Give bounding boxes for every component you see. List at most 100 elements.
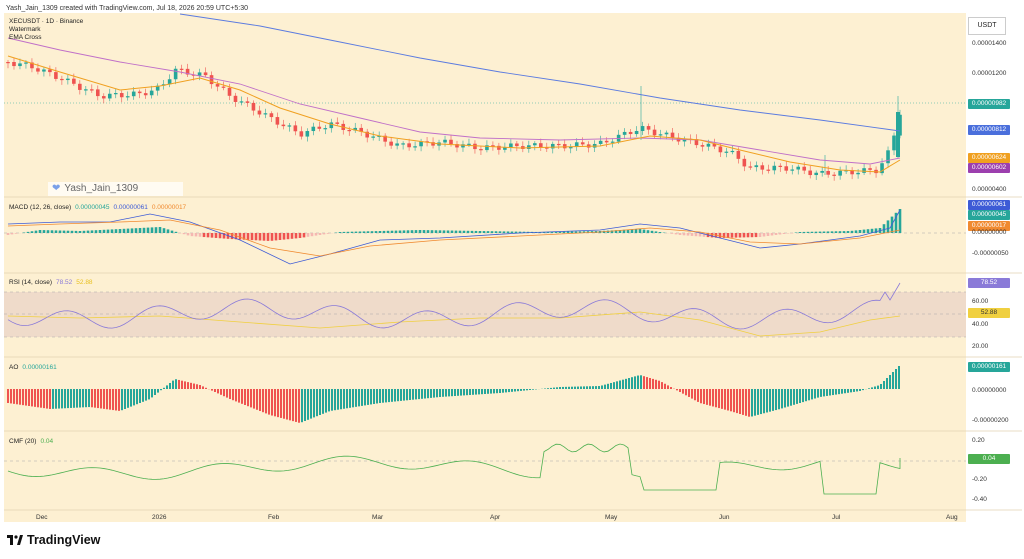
candle-body [317, 126, 322, 129]
macd-bar [722, 233, 726, 238]
ao-bar [679, 389, 681, 392]
ao-bar [151, 389, 153, 398]
tradingview-mark-icon [7, 535, 23, 545]
symbol-legend[interactable]: XECUSDT · 1D · Binance [9, 18, 84, 25]
watermark-legend[interactable]: Watermark [9, 26, 41, 33]
ao-bar [160, 389, 162, 391]
ao-bar [619, 380, 621, 389]
ao-bar [16, 389, 18, 405]
macd-bar [746, 233, 750, 238]
macd-axis-neg: -0.00000050 [972, 250, 1009, 257]
macd-bar [26, 231, 30, 233]
ao-bar [802, 389, 804, 403]
ao-bar [10, 389, 12, 404]
candle-body [760, 165, 765, 170]
ao-bar [280, 389, 282, 418]
ao-bar [139, 389, 141, 403]
ao-bar [685, 389, 687, 396]
macd-bar [382, 230, 386, 233]
ao-bar [478, 389, 480, 395]
ao-bar [34, 389, 36, 407]
macd-bar [62, 230, 66, 233]
macd-bar [250, 233, 254, 241]
macd-bar [130, 228, 134, 233]
ao-bar [856, 389, 858, 392]
macd-bar [198, 233, 202, 237]
ao-bar [706, 389, 708, 405]
ao-bar [430, 389, 432, 398]
rsi-axis-20: 20.00 [972, 343, 989, 350]
ao-bar [46, 389, 48, 409]
candle-body [60, 78, 64, 81]
candle-body [712, 143, 717, 147]
macd-tag-3: 0.00000017 [968, 221, 1010, 231]
rsi-axis-40: 40.00 [972, 321, 989, 328]
ao-bar [421, 389, 423, 399]
candle-body [790, 169, 795, 171]
candle-body [742, 158, 747, 167]
ao-bar [826, 389, 828, 396]
ao-bar [346, 389, 348, 409]
macd-bar [202, 233, 206, 238]
macd-bar [98, 230, 102, 233]
watermark-text: Yash_Jain_1309 [64, 183, 139, 194]
macd-bar [818, 231, 822, 233]
ao-bar [310, 389, 312, 419]
macd-bar [842, 231, 846, 233]
ao-bar [316, 389, 318, 417]
candle-body [293, 125, 298, 132]
ao-bar [454, 389, 456, 396]
candle-body [544, 147, 549, 149]
ao-bar [181, 380, 183, 389]
ao-bar [313, 389, 315, 418]
ao-bar [40, 389, 42, 408]
ao-bar [202, 386, 204, 389]
macd-bar [858, 230, 862, 233]
ao-bar [469, 389, 471, 395]
ao-bar [223, 389, 225, 397]
ao-bar [355, 389, 357, 407]
macd-bar [562, 231, 566, 233]
ema-cross-legend[interactable]: EMA Cross [9, 34, 42, 41]
macd-bar [414, 230, 418, 233]
ao-bar [781, 389, 783, 409]
rsi-legend[interactable]: RSI (14, close) 78.52 52.88 [9, 279, 93, 286]
candle-body [353, 127, 358, 131]
ao-bar [511, 389, 513, 392]
candle-body [652, 129, 657, 136]
candle-body [622, 131, 627, 135]
ao-bar [91, 389, 93, 408]
macd-bar [754, 233, 758, 238]
ao-bar [652, 378, 654, 389]
ao-bar [841, 389, 843, 394]
candle-body [377, 135, 381, 137]
currency-button[interactable]: USDT [968, 17, 1006, 35]
macd-bar [410, 230, 414, 233]
ao-bar [256, 389, 258, 410]
macd-bar [30, 231, 34, 233]
ao-bar [136, 389, 138, 405]
macd-bar [794, 232, 798, 233]
macd-bar [110, 229, 114, 233]
ao-bar [253, 389, 255, 409]
macd-bar [274, 233, 278, 241]
ao-legend[interactable]: AO 0.00000161 [9, 364, 57, 371]
ao-bar [157, 389, 159, 393]
ao-bar [634, 376, 636, 389]
ao-bar [163, 387, 165, 389]
time-label: Jun [719, 514, 730, 521]
macd-bar [734, 233, 738, 238]
macd-legend[interactable]: MACD (12, 26, close) 0.00000045 0.00000061… [9, 204, 186, 211]
macd-bar [242, 233, 246, 240]
ao-bar [868, 388, 870, 389]
cmf-legend[interactable]: CMF (20) 0.04 [9, 438, 53, 445]
macd-bar [238, 233, 242, 240]
ao-bar [241, 389, 243, 404]
tradingview-logo[interactable]: TradingView [7, 533, 100, 547]
candle-body [6, 62, 10, 64]
macd-value-3: 0.00000017 [151, 204, 187, 211]
time-label: May [605, 514, 618, 521]
ao-bar [412, 389, 414, 400]
ao-bar [736, 389, 738, 414]
